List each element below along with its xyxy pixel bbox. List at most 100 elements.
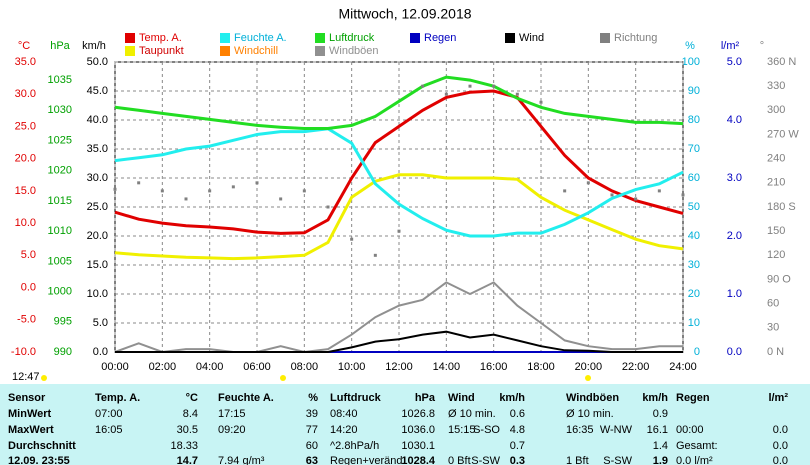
y-tick-label: 210 [767, 177, 785, 189]
x-tick-label: 18:00 [527, 361, 555, 373]
direction-dot [255, 181, 259, 185]
table-header: hPa [415, 392, 436, 404]
y-tick-label: 10.0 [87, 288, 108, 300]
direction-dot [208, 189, 212, 193]
table-header: Feuchte A. [218, 392, 274, 404]
direction-dot [444, 92, 448, 96]
legend-swatch [125, 46, 135, 56]
table-header: l/m² [768, 392, 788, 404]
x-tick-label: 10:00 [338, 361, 366, 373]
y-tick-label: 35.0 [87, 143, 108, 155]
y-tick-label: 30.0 [15, 88, 36, 100]
axis-unit: hPa [50, 40, 70, 52]
direction-dot [539, 100, 543, 104]
table-cell: ^2.8hPa/h [330, 440, 379, 452]
y-tick-label: 1010 [48, 225, 72, 237]
x-tick-label: 02:00 [149, 361, 177, 373]
y-tick-label: 270 W [767, 128, 799, 140]
table-header: Wind [448, 392, 475, 404]
y-tick-label: 60 [688, 172, 700, 184]
table-cell: 09:20 [218, 424, 246, 436]
y-tick-label: 5.0 [727, 56, 742, 68]
y-tick-label: 1015 [48, 195, 72, 207]
y-tick-label: 4.0 [727, 114, 742, 126]
table-cell: 12.09. 23:55 [8, 455, 70, 465]
table-cell: 1.9 [653, 455, 668, 465]
y-tick-label: 300 [767, 104, 785, 116]
table-cell: 0.7 [510, 440, 525, 452]
y-tick-label: 995 [54, 316, 72, 328]
legend-label: Windchill [234, 45, 278, 57]
table-cell: Durchschnitt [8, 440, 76, 452]
y-tick-label: 20.0 [87, 230, 108, 242]
direction-dot [279, 197, 283, 201]
table-cell: 0.6 [510, 408, 525, 420]
table-cell: 1028.4 [401, 455, 436, 465]
table-cell: 18.33 [170, 440, 198, 452]
y-tick-label: 15.0 [15, 185, 36, 197]
table-cell: 14.7 [177, 455, 198, 465]
axis-unit: ° [760, 40, 764, 52]
y-tick-label: 80 [688, 114, 700, 126]
direction-dot [681, 193, 685, 197]
y-tick-label: 20 [688, 288, 700, 300]
y-tick-label: 45.0 [87, 85, 108, 97]
y-tick-label: 1035 [48, 74, 72, 86]
table-cell: Regen+veränd. [330, 455, 406, 465]
table-cell: 16:35 [566, 424, 594, 436]
y-tick-label: 35.0 [15, 56, 36, 68]
direction-dot [515, 92, 519, 96]
x-tick-label: 22:00 [622, 361, 650, 373]
y-tick-label: 100 [682, 56, 700, 68]
table-cell: 63 [306, 455, 318, 465]
direction-dot [492, 84, 496, 88]
table-header: Regen [676, 392, 710, 404]
table-cell: 1036.0 [401, 424, 435, 436]
y-tick-label: 40.0 [87, 114, 108, 126]
legend-swatch [220, 46, 230, 56]
y-tick-label: 1030 [48, 104, 72, 116]
x-tick-label: 06:00 [243, 361, 271, 373]
table-cell: 1 Bft [566, 455, 589, 465]
y-tick-label: 60 [767, 298, 779, 310]
table-cell: 08:40 [330, 408, 358, 420]
y-tick-label: 15.0 [87, 259, 108, 271]
table-cell: MaxWert [8, 424, 54, 436]
direction-dot [137, 181, 141, 185]
x-tick-label: 04:00 [196, 361, 224, 373]
table-cell: 15:15 [448, 424, 476, 436]
y-tick-label: 20.0 [15, 153, 36, 165]
y-tick-label: 0.0 [21, 281, 36, 293]
x-tick-label: 00:00 [101, 361, 129, 373]
legend-label: Richtung [614, 32, 657, 44]
table-cell: 30.5 [177, 424, 198, 436]
direction-dot [160, 189, 164, 193]
table-cell: 4.8 [510, 424, 525, 436]
legend-swatch [600, 33, 610, 43]
table-cell: 77 [306, 424, 318, 436]
legend-label: Taupunkt [139, 45, 184, 57]
y-tick-label: 1.0 [727, 288, 742, 300]
direction-dot [231, 185, 235, 189]
series-line [114, 89, 684, 235]
table-cell: 0.0 [773, 455, 788, 465]
table-cell: 60 [306, 440, 318, 452]
table-cell: Gesamt: [676, 440, 718, 452]
direction-dot [302, 189, 306, 193]
table-cell: S-SO [473, 424, 500, 436]
table-cell: 0.3 [510, 455, 525, 465]
y-tick-label: -10.0 [11, 346, 36, 358]
y-tick-label: 150 [767, 225, 785, 237]
y-tick-label: 0.0 [727, 346, 742, 358]
axis-unit: km/h [82, 40, 106, 52]
y-tick-label: 2.0 [727, 230, 742, 242]
table-header: °C [186, 392, 198, 404]
table-background [0, 384, 810, 465]
x-tick-label: 16:00 [480, 361, 508, 373]
table-cell: Ø 10 min. [448, 408, 496, 420]
y-tick-label: 360 N [767, 56, 796, 68]
series-line [115, 330, 683, 353]
table-header: Luftdruck [330, 392, 382, 404]
legend-swatch [220, 33, 230, 43]
